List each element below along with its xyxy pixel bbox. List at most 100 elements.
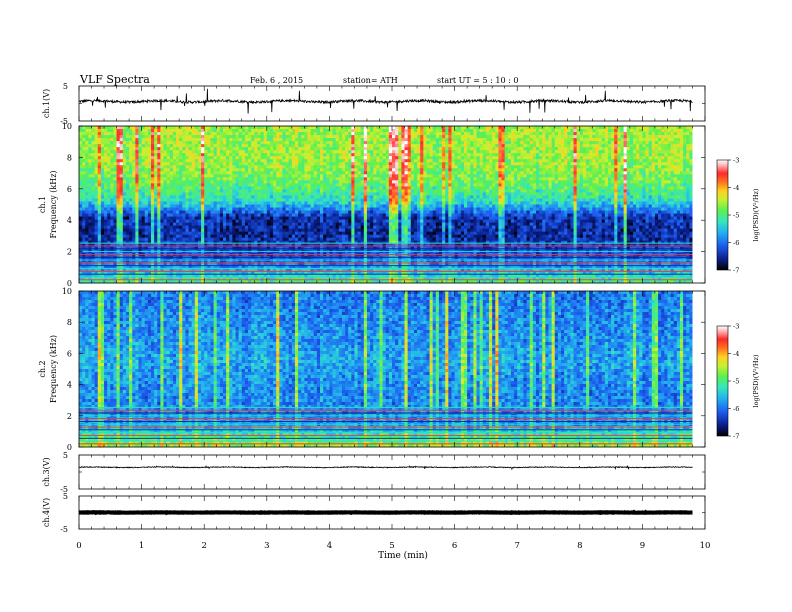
spectrogram-cell xyxy=(551,183,556,187)
spectrogram-cell xyxy=(235,183,240,187)
spectrogram-cell xyxy=(147,183,152,187)
spectrogram-cell xyxy=(476,171,481,175)
spectrogram-cell xyxy=(326,171,330,175)
spectrogram-cell xyxy=(520,144,524,148)
spectrogram-cell xyxy=(604,177,609,181)
spectrogram-cell xyxy=(473,135,477,139)
spectrogram-cell xyxy=(79,183,83,187)
spectrogram-cell xyxy=(517,132,521,136)
spectrogram-cell xyxy=(354,177,358,181)
spectrogram-cell xyxy=(366,144,371,148)
spectrogram-cell xyxy=(135,135,139,139)
spectrogram-cell xyxy=(335,183,340,187)
spectrogram-cell xyxy=(207,171,211,175)
spectrogram-cell xyxy=(85,171,89,175)
spectrogram-cell xyxy=(360,189,365,193)
spectrogram-cell xyxy=(304,162,308,166)
spectrogram-cell xyxy=(188,153,193,157)
spectrogram-cell xyxy=(639,150,643,154)
spectrogram-cell xyxy=(463,150,468,154)
spectrogram-cell xyxy=(88,171,92,175)
spectrogram-cell xyxy=(379,189,384,193)
spectrogram-cell xyxy=(116,141,121,145)
spectrogram-cell xyxy=(545,198,549,202)
spectrogram-cell xyxy=(470,132,474,136)
spectrogram-cell xyxy=(551,177,556,181)
spectrogram-cell xyxy=(150,198,155,202)
spectrogram-cell xyxy=(94,174,99,178)
spectrogram-cell xyxy=(532,195,537,199)
spectrogram-cell xyxy=(276,195,280,199)
spectrogram-cell xyxy=(291,144,296,148)
spectrogram-cell xyxy=(592,153,596,157)
spectrogram-cell xyxy=(539,180,543,184)
spectrogram-cell xyxy=(442,141,446,145)
spectrogram-cell xyxy=(348,138,352,142)
spectrogram-cell xyxy=(476,132,481,136)
spectrogram-cell xyxy=(116,126,121,130)
spectrogram-cell xyxy=(582,198,587,202)
spectrogram-cell xyxy=(248,195,252,199)
spectrogram-cell xyxy=(160,135,164,139)
spectrogram-cell xyxy=(598,129,603,133)
spectrogram-cell xyxy=(366,168,371,172)
spectrogram-cell xyxy=(232,192,236,196)
spectrogram-cell xyxy=(313,150,318,154)
spectrogram-cell xyxy=(570,168,574,172)
spectrogram-cell xyxy=(370,195,374,199)
spectrogram-cell xyxy=(351,198,355,202)
spectrogram-cell xyxy=(360,132,365,136)
spectrogram-cell xyxy=(316,132,321,136)
spectrogram-cell xyxy=(301,180,305,184)
spectrogram-cell xyxy=(388,192,393,196)
spectrogram-cell xyxy=(79,138,83,142)
spectrogram-cell xyxy=(279,192,283,196)
spectrogram-cell xyxy=(667,153,671,157)
spectrogram-cell xyxy=(248,153,252,157)
spectrogram-cell xyxy=(586,132,590,136)
spectrogram-cell xyxy=(545,150,549,154)
spectrogram-cell xyxy=(238,192,243,196)
spectrogram-cell xyxy=(676,168,681,172)
spectrogram-cell xyxy=(611,147,615,151)
spectrogram-cell xyxy=(463,183,468,187)
spectrogram-cell xyxy=(385,174,390,178)
spectrogram-cell xyxy=(683,174,687,178)
spectrogram-cell xyxy=(379,162,384,166)
spectrogram-cell xyxy=(482,171,487,175)
spectrogram-cell xyxy=(642,156,646,160)
spectrogram-cell xyxy=(110,156,114,160)
spectrogram-cell xyxy=(332,126,337,130)
spectrogram-cell xyxy=(119,177,124,181)
spectrogram-cell xyxy=(545,141,549,145)
spectrogram-cell xyxy=(473,171,477,175)
spectrogram-cell xyxy=(626,159,631,163)
spectrogram-cell xyxy=(485,126,490,130)
spectrogram-cell xyxy=(132,189,136,193)
spectrogram-cell xyxy=(658,126,662,130)
spectrogram-cell xyxy=(539,138,543,142)
spectrogram-cell xyxy=(219,189,224,193)
spectrogram-cell xyxy=(432,165,437,169)
spectrogram-cell xyxy=(532,138,537,142)
spectrogram-cell xyxy=(185,183,189,187)
spectrogram-cell xyxy=(113,126,117,130)
spectrogram-cell xyxy=(345,183,349,187)
spectrogram-cell xyxy=(244,138,249,142)
spectrogram-cell xyxy=(329,195,333,199)
spectrogram-cell xyxy=(141,177,146,181)
spectrogram-cell xyxy=(179,192,183,196)
spectrogram-cell xyxy=(658,141,662,145)
spectrogram-cell xyxy=(614,156,618,160)
spectrogram-cell xyxy=(213,135,218,139)
spectrogram-cell xyxy=(216,150,221,154)
spectrogram-cell xyxy=(542,150,546,154)
spectrogram-cell xyxy=(179,195,183,199)
spectrogram-cell xyxy=(473,195,477,199)
spectrogram-cell xyxy=(532,180,537,184)
spectrogram-cell xyxy=(642,126,646,130)
spectrogram-cell xyxy=(589,180,593,184)
spectrogram-cell xyxy=(489,159,493,163)
spectrogram-cell xyxy=(257,174,261,178)
spectrogram-cell xyxy=(454,171,459,175)
